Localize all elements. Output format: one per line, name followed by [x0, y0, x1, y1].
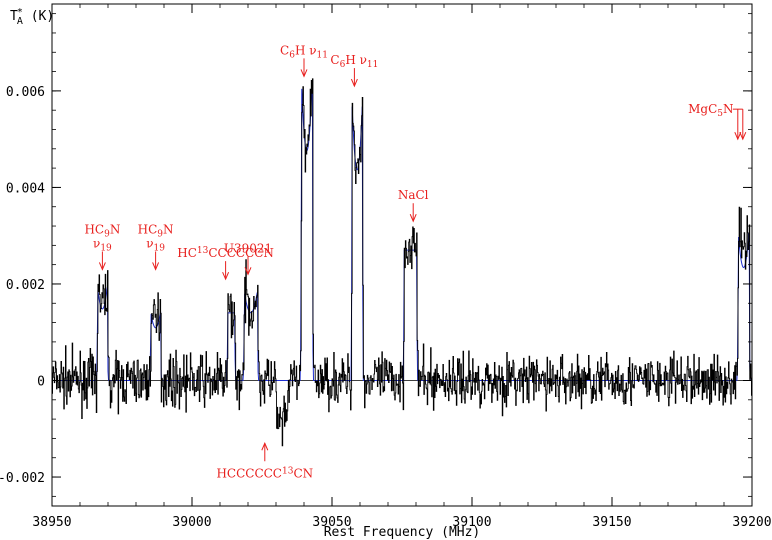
annotation-text-part: N — [110, 222, 121, 236]
axis-titles: Rest Frequency (MHz) T* A (K) — [10, 7, 480, 540]
annotation-text-part: U39021 — [224, 241, 272, 255]
x-tick-label: 39150 — [592, 515, 631, 530]
annotation-c6h-1: C6H ν11 — [280, 43, 328, 76]
annotation-text-part: HC — [84, 222, 104, 236]
x-axis-title: Rest Frequency (MHz) — [324, 525, 481, 540]
annotation-text-part: NaCl — [398, 188, 429, 202]
annotation-text: HCCCCCC13CN — [216, 466, 313, 480]
x-tick-label: 38950 — [32, 515, 71, 530]
annotation-text-part: HCCCCCC — [216, 466, 282, 480]
annotation-text-part: C — [280, 43, 289, 57]
annotation-text-part: CN — [293, 466, 313, 480]
annotation-text-part: MgC — [688, 102, 717, 116]
annotation-text-part: 13 — [197, 247, 209, 257]
y-tick-label: 0.006 — [6, 85, 45, 100]
plot-frame — [52, 4, 752, 506]
annotation-text-part: 13 — [282, 467, 294, 477]
annotation-text-part: ν — [146, 236, 153, 250]
annotation-text-part: ν — [93, 236, 100, 250]
axis-ticks: 38950 39000 39050 39100 39150 39200-0.00200.0… — [0, 4, 772, 530]
annotation-text-part: N — [163, 222, 174, 236]
annotation-text-part: HC — [138, 222, 158, 236]
annotation-text-part: C — [330, 53, 339, 67]
annotation-text-part: HC — [177, 246, 197, 260]
observed-line — [52, 79, 752, 446]
x-tick-label: 39000 — [172, 515, 211, 530]
annotation-text: NaCl — [398, 188, 429, 202]
observed-series — [52, 79, 752, 446]
annotation-c6h-2: C6H ν11 — [330, 53, 378, 86]
annotation-text: HC9N — [138, 222, 174, 239]
x-tick-label: 39200 — [732, 515, 771, 530]
annotation-text-part: 11 — [367, 60, 378, 70]
annotation-text-part: H ν — [295, 43, 317, 57]
annotation-text: U39021 — [224, 241, 272, 255]
annotation-mgc5n: MgC5N — [688, 102, 746, 139]
annotation-hc13-lower: HCCCCCC13CN — [216, 443, 313, 480]
annotation-text: C6H ν11 — [280, 43, 328, 60]
y-tick-label: -0.002 — [0, 471, 45, 486]
y-axis-title: T* A (K) — [10, 7, 54, 27]
annotation-nacl: NaCl — [398, 188, 429, 221]
annotation-text: HC9N — [84, 222, 120, 239]
y-tick-label: 0.002 — [6, 278, 45, 293]
y-tick-label: 0.004 — [6, 181, 45, 196]
plot-border — [52, 4, 752, 506]
y-tick-label: 0 — [37, 375, 45, 390]
annotation-text-part: 11 — [317, 50, 328, 60]
annotation-text: MgC5N — [688, 102, 733, 119]
annotation-text-part: N — [723, 102, 734, 116]
y-axis-title-part: (K) — [23, 9, 54, 24]
annotation-text: C6H ν11 — [330, 53, 378, 70]
annotation-text-part: H ν — [345, 53, 367, 67]
